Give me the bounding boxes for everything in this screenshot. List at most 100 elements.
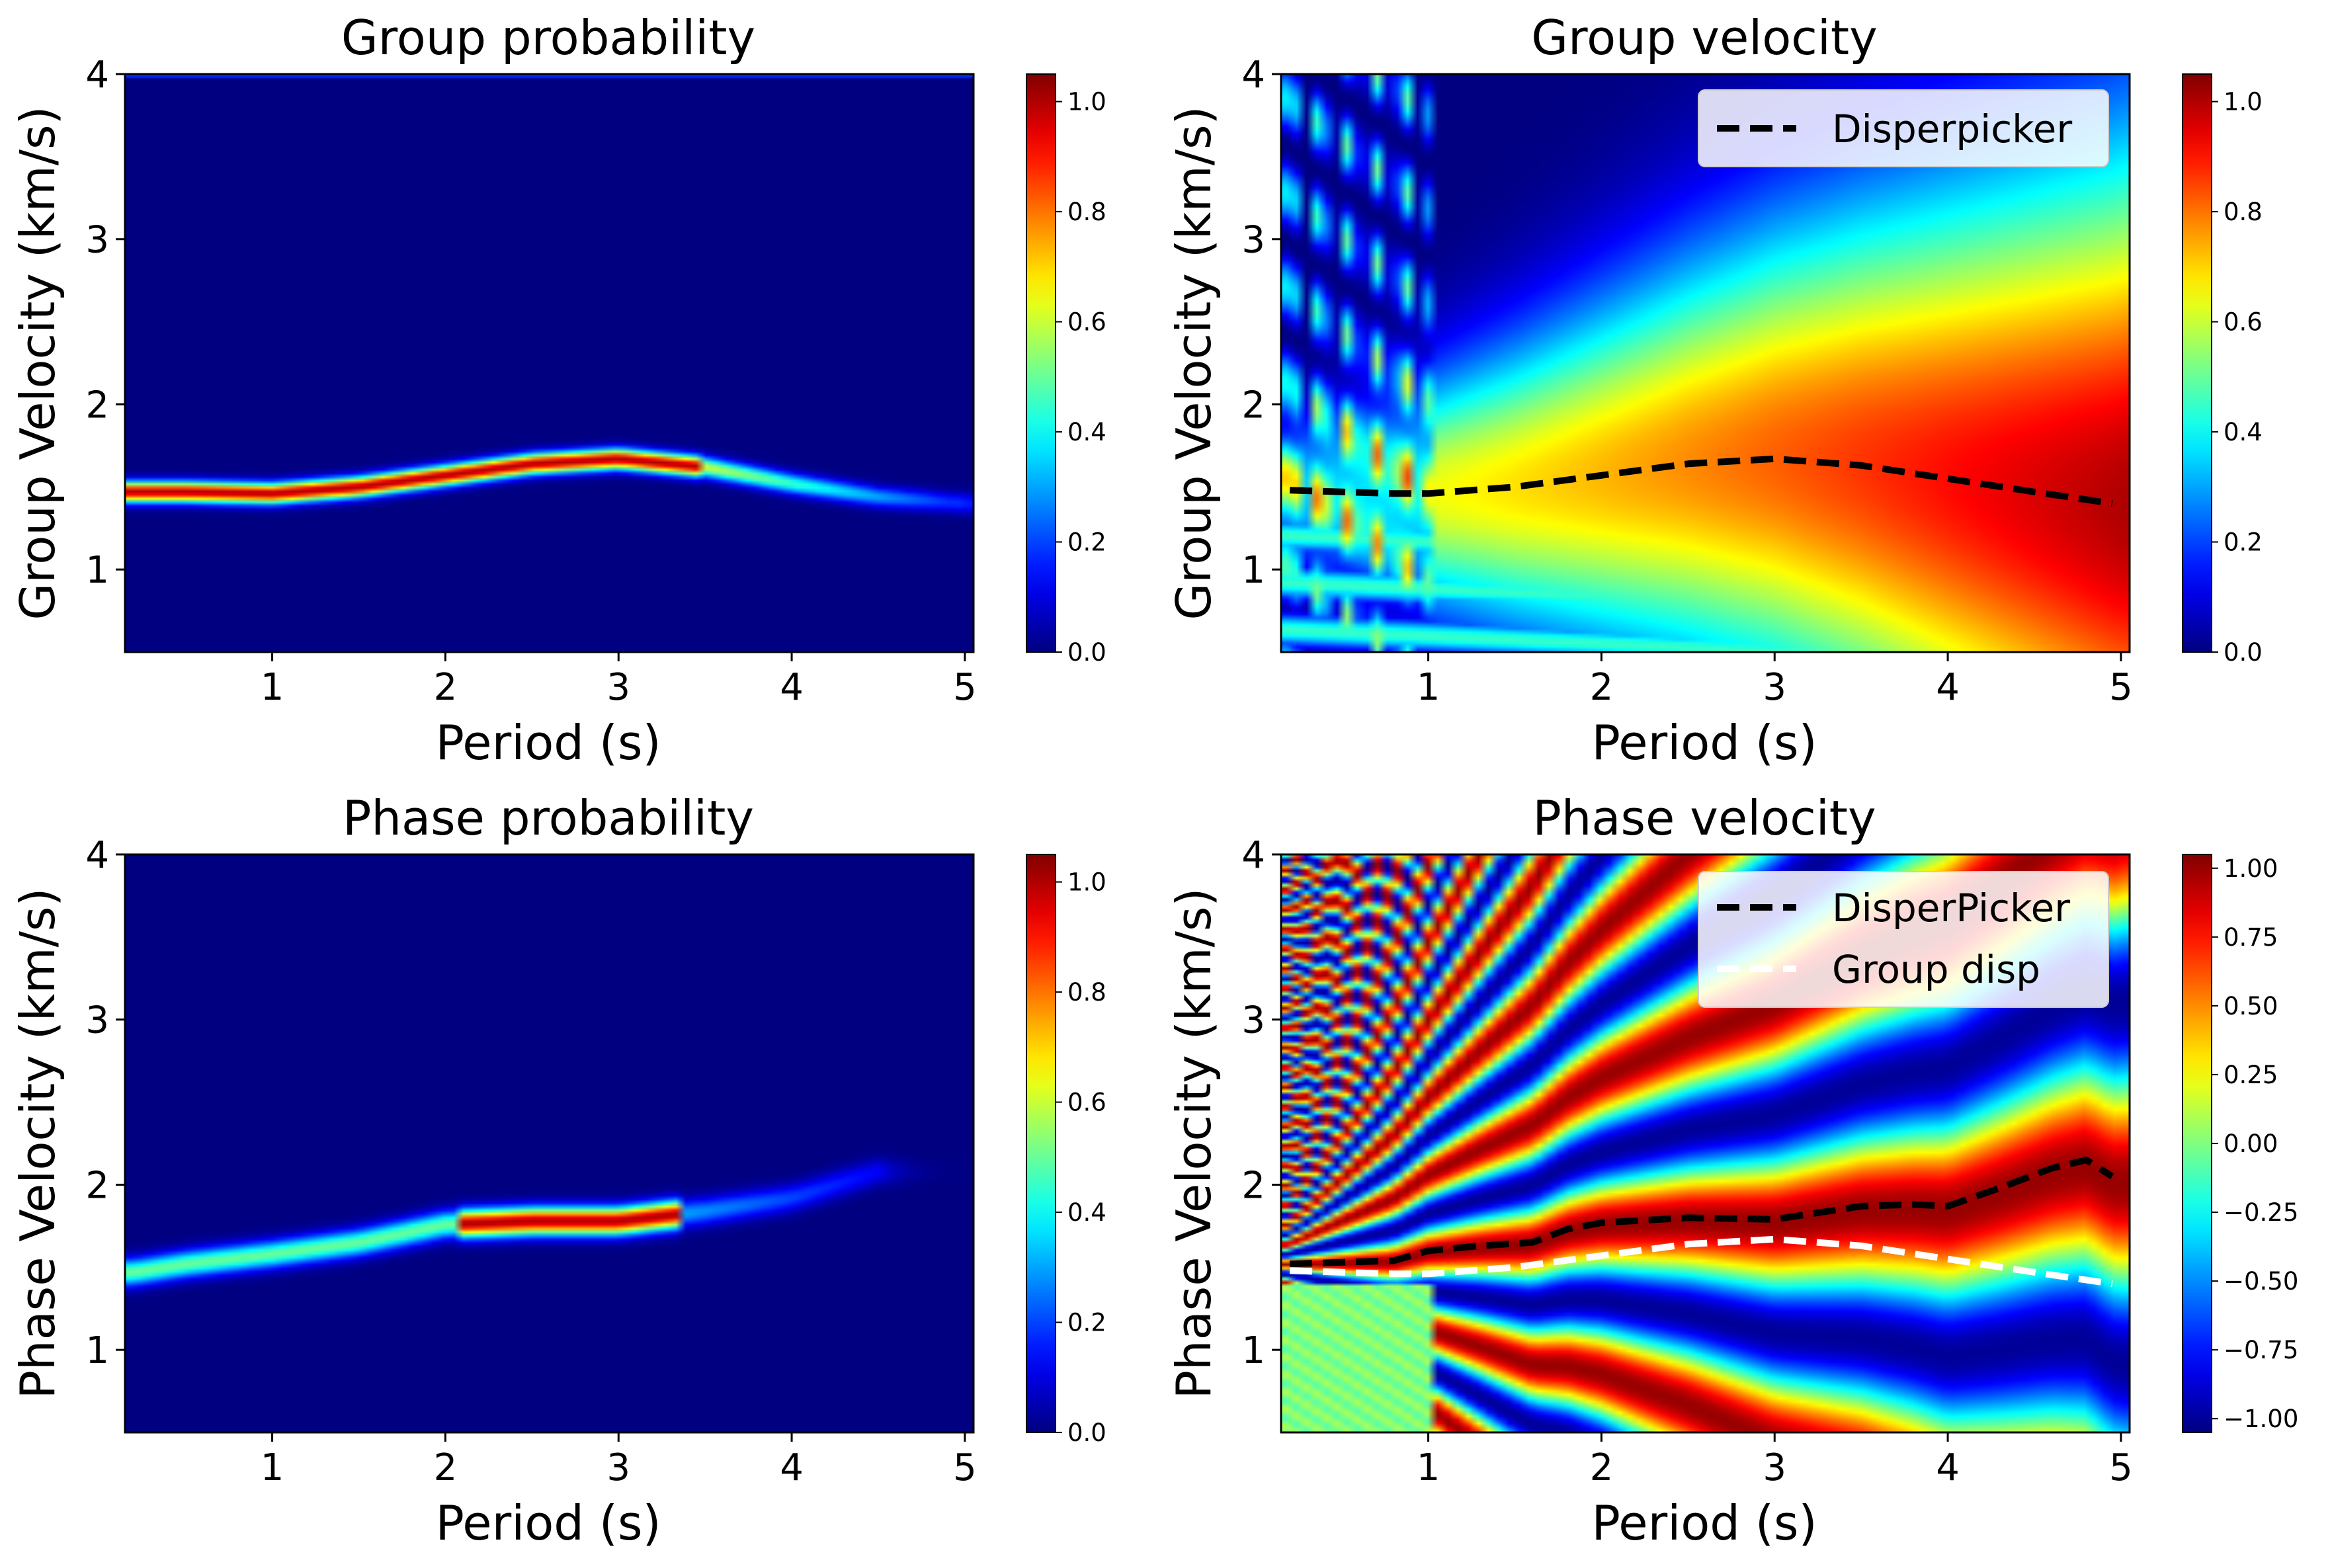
colorbar-tick-label: −0.75: [2224, 1336, 2298, 1364]
colorbar: −1.00 −0.75 −0.50 −0.25 0.00 0.25 0.50 0.75 1.00: [2182, 854, 2298, 1433]
x-axis-label: Period (s): [435, 1495, 661, 1551]
colorbar-gradient: [2182, 854, 2212, 1433]
x-tick-label: 4: [1936, 1446, 1960, 1489]
x-axis-ticks: 1 2 3 4 5: [261, 652, 977, 709]
y-tick-label: 3: [1241, 219, 1265, 262]
x-tick-label: 5: [2109, 1446, 2133, 1489]
x-tick-label: 5: [953, 666, 977, 709]
colorbar: 0.0 0.2 0.4 0.6 0.8 1.0: [2182, 73, 2263, 667]
y-axis-ticks: 1 2 3 4: [1241, 54, 1281, 592]
colorbar-tick-label: 1.00: [2224, 854, 2278, 883]
colorbar-tick-label: −1.00: [2224, 1405, 2298, 1433]
heatmap-raster: [1281, 74, 2130, 652]
colorbar-gradient: [1026, 73, 1056, 653]
y-tick-label: 3: [85, 999, 109, 1042]
pick-lines: [1289, 1157, 2114, 1288]
y-axis-label: Phase Velocity (km/s): [10, 888, 65, 1399]
y-tick-label: 4: [1241, 834, 1265, 877]
x-axis-ticks: 1 2 3 4 5: [261, 1432, 977, 1489]
colorbar-tick-label: 0.6: [1067, 1089, 1106, 1117]
x-tick-label: 3: [606, 666, 630, 709]
colorbar-tick-label: 0.6: [1067, 308, 1106, 337]
x-axis-label: Period (s): [435, 715, 661, 770]
colorbar-tick-label: 0.0: [2224, 638, 2263, 667]
series-line-disperpicker: [1289, 1157, 2114, 1268]
legend-box: [1698, 89, 2109, 167]
colorbar-tick-label: 0.8: [1067, 978, 1106, 1007]
x-tick-label: 2: [434, 666, 458, 709]
panel-title: Group velocity: [1531, 10, 1877, 65]
legend-label: Disperpicker: [1832, 106, 2072, 151]
x-tick-label: 2: [434, 1446, 458, 1489]
legend-box: [1698, 871, 2109, 1008]
colorbar-tick-label: 0.25: [2224, 1061, 2278, 1089]
y-tick-label: 4: [85, 834, 109, 877]
colorbar-tick-label: 1.0: [2224, 88, 2263, 116]
colorbar-tick-label: 0.8: [2224, 198, 2263, 226]
colorbar-tick-label: 0.8: [1067, 198, 1106, 226]
heatmap-image: [1281, 74, 2130, 652]
panel-phase-velocity: Phase velocity DisperPicker Group disp 1…: [1166, 790, 2298, 1551]
y-tick-label: 2: [85, 384, 109, 427]
x-tick-label: 2: [1590, 1446, 1614, 1489]
x-tick-label: 1: [1417, 666, 1440, 709]
colorbar-tick-label: 0.50: [2224, 992, 2278, 1020]
x-tick-label: 1: [261, 1446, 284, 1489]
y-axis-label: Phase Velocity (km/s): [1166, 888, 1222, 1399]
panel-title: Phase probability: [343, 790, 754, 846]
x-tick-label: 4: [1936, 666, 1960, 709]
y-tick-label: 3: [85, 219, 109, 262]
panel-group-velocity: Group velocity Disperpicker 1 2 3 4 5 1 2 3 4 P…: [1166, 10, 2263, 770]
x-tick-label: 4: [780, 1446, 804, 1489]
x-axis-ticks: 1 2 3 4 5: [1417, 652, 2133, 709]
colorbar-tick-label: 0.2: [1067, 1309, 1106, 1337]
colorbar-tick-label: 0.6: [2224, 308, 2263, 337]
colorbar-tick-label: 0.4: [2224, 418, 2263, 446]
x-tick-label: 2: [1590, 666, 1614, 709]
colorbar: 0.0 0.2 0.4 0.6 0.8 1.0: [1026, 73, 1106, 667]
legend: Disperpicker: [1698, 89, 2109, 167]
x-axis-label: Period (s): [1591, 715, 1817, 770]
colorbar-tick-label: 0.2: [1067, 528, 1106, 557]
x-tick-label: 1: [261, 666, 284, 709]
colorbar: 0.0 0.2 0.4 0.6 0.8 1.0: [1026, 854, 1106, 1447]
x-axis-label: Period (s): [1591, 1495, 1817, 1551]
plot-frame: [1280, 73, 2131, 653]
pick-lines: [1289, 455, 2113, 507]
y-axis-label: Group Velocity (km/s): [1166, 106, 1222, 620]
colorbar-tick-label: 0.4: [1067, 1198, 1106, 1227]
colorbar-tick-label: 0.00: [2224, 1130, 2278, 1158]
colorbar-tick-label: −0.50: [2224, 1267, 2298, 1296]
y-tick-label: 1: [1241, 1329, 1265, 1372]
y-tick-label: 2: [1241, 384, 1265, 427]
y-tick-label: 1: [1241, 549, 1265, 592]
x-tick-label: 5: [953, 1446, 977, 1489]
y-axis-ticks: 1 2 3 4: [1241, 834, 1281, 1372]
y-axis-ticks: 1 2 3 4: [85, 54, 125, 592]
y-tick-label: 4: [1241, 54, 1265, 97]
panel-title: Group probability: [341, 10, 755, 65]
plot-frame: [1280, 853, 2131, 1434]
colorbar-tick-label: 0.2: [2224, 528, 2263, 557]
panel-title: Phase velocity: [1532, 790, 1876, 846]
legend: DisperPicker Group disp: [1698, 871, 2109, 1008]
colorbar-gradient: [1026, 854, 1056, 1433]
colorbar-tick-label: 1.0: [1067, 868, 1106, 897]
x-tick-label: 3: [1763, 1446, 1786, 1489]
x-tick-label: 4: [780, 666, 804, 709]
heatmap-raster: [125, 854, 974, 1432]
x-axis-ticks: 1 2 3 4 5: [1417, 1432, 2133, 1489]
heatmap-raster: [125, 74, 974, 652]
y-tick-label: 1: [85, 549, 109, 592]
y-tick-label: 3: [1241, 999, 1265, 1042]
legend-label: Group disp: [1832, 947, 2040, 992]
colorbar-gradient: [2182, 73, 2212, 653]
y-tick-label: 1: [85, 1329, 109, 1372]
y-axis-label: Group Velocity (km/s): [10, 106, 65, 620]
plot-frame: [124, 853, 975, 1434]
x-tick-label: 5: [2109, 666, 2133, 709]
colorbar-tick-label: 0.0: [1067, 1419, 1106, 1447]
